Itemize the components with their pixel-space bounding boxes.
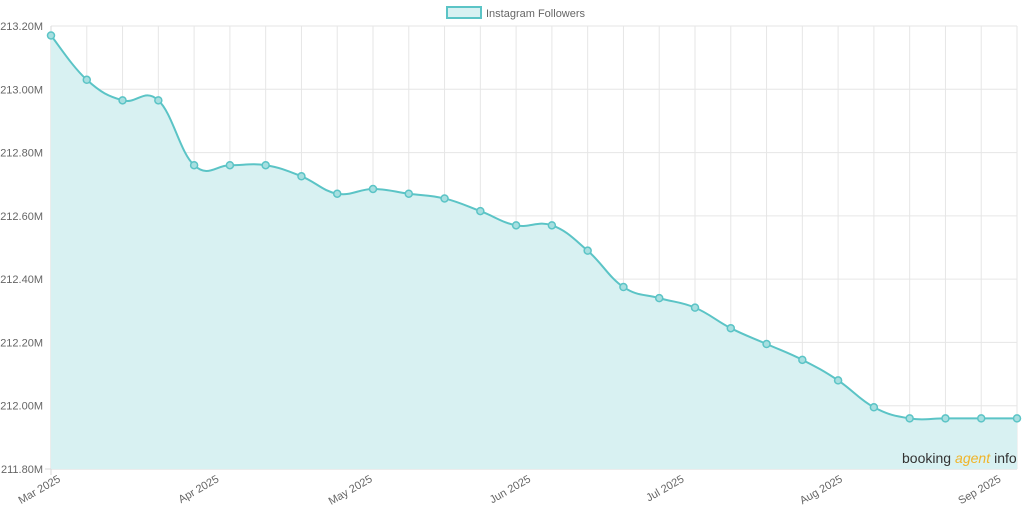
watermark-logo: booking agent info [902,450,1017,466]
data-point[interactable] [118,96,127,105]
data-point[interactable] [869,403,879,412]
y-tick-label: 212.00M [0,401,43,413]
data-point[interactable] [46,31,56,40]
legend[interactable]: Instagram Followers [446,6,586,20]
data-point[interactable] [476,206,485,216]
x-tick-label: Mar 2025 [16,473,62,507]
watermark-text: booking agent info [902,450,1017,466]
x-tick-label: Aug 2025 [798,473,845,507]
watermark-part2: agent [955,450,991,466]
legend-label[interactable]: Instagram Followers [486,8,586,20]
x-tick-label: May 2025 [327,473,375,508]
data-point[interactable] [297,172,306,181]
data-point[interactable] [941,414,950,423]
data-point[interactable] [905,414,914,423]
legend-swatch[interactable] [446,6,482,19]
series-area-fill [51,35,1017,469]
data-point[interactable] [189,160,199,170]
watermark-part1: booking [902,450,951,466]
y-tick-label: 213.20M [0,21,43,33]
area-fill-layer [51,35,1017,469]
data-point[interactable] [762,339,771,349]
data-point[interactable] [225,160,235,170]
data-point[interactable] [1012,414,1022,423]
data-point[interactable] [261,160,270,170]
x-tick-label: Jun 2025 [488,473,533,506]
data-point[interactable] [690,303,700,312]
y-tick-label: 211.80M [1,464,43,476]
data-point[interactable] [798,355,807,365]
x-axis-ticks: Mar 2025 Apr 2025 May 2025 Jun 2025 Jul 2025… [16,473,1003,508]
data-point[interactable] [332,189,342,198]
data-point[interactable] [440,194,449,203]
data-point[interactable] [511,221,521,230]
data-point[interactable] [82,75,92,85]
y-axis-ticks: 211.80M 212.00M 212.20M 212.40M 212.60M 212.8… [0,21,43,476]
data-point[interactable] [368,184,378,194]
watermark-part3: info [994,450,1017,466]
series-line-layer [50,34,1017,421]
data-point[interactable] [547,221,557,230]
data-point[interactable] [619,282,628,292]
x-tick-label: Sep 2025 [956,473,1003,507]
y-tick-label: 212.40M [0,274,43,286]
data-point[interactable] [976,414,986,423]
x-tick-label: Apr 2025 [176,473,221,506]
data-point[interactable] [583,246,592,255]
y-tick-label: 213.00M [0,84,43,96]
data-point[interactable] [154,96,163,105]
y-tick-label: 212.80M [0,148,43,160]
y-tick-label: 212.60M [0,211,43,223]
data-point[interactable] [726,323,736,333]
data-points-layer [46,31,1022,423]
series-line [50,34,1017,421]
data-point[interactable] [404,189,414,198]
data-point[interactable] [833,376,843,385]
y-tick-label: 212.20M [0,337,43,349]
x-tick-label: Jul 2025 [644,473,686,504]
data-point[interactable] [654,293,664,303]
